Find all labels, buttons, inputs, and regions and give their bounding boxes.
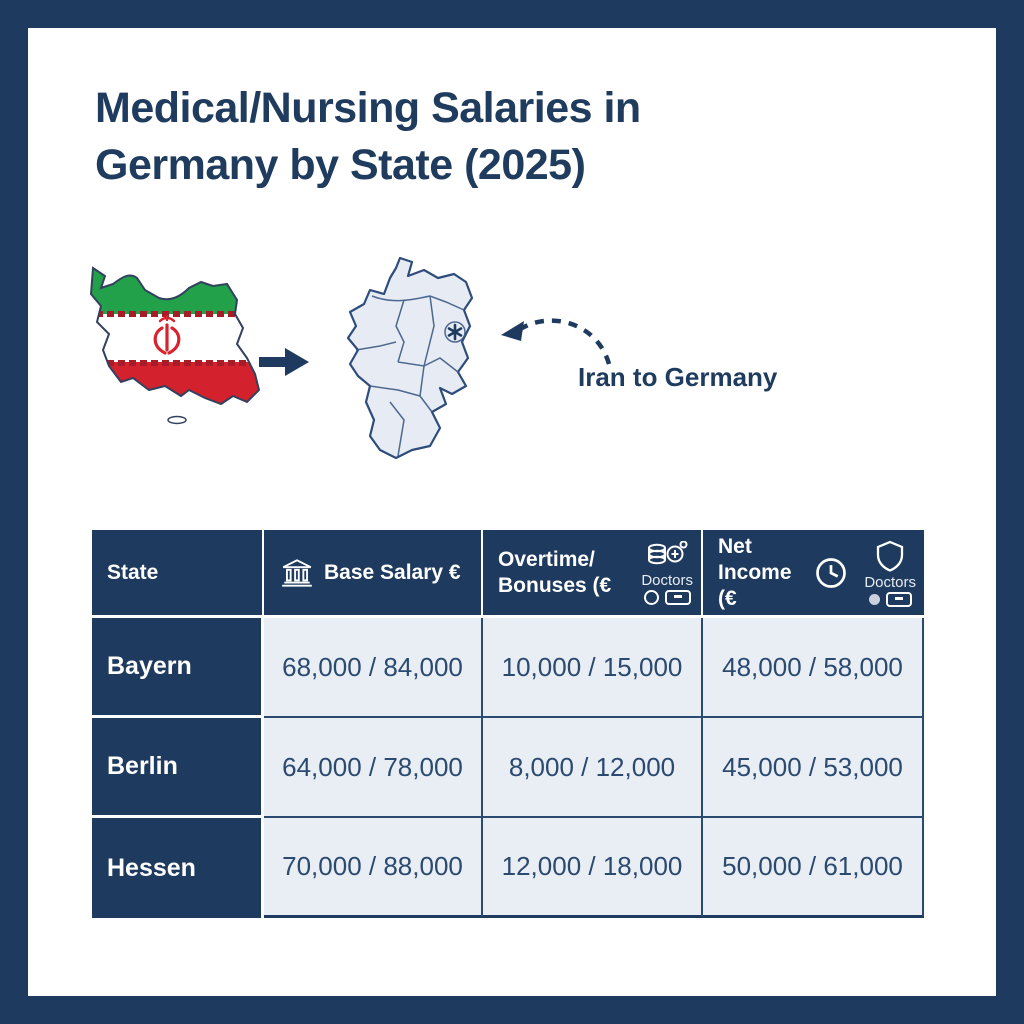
table-cell-base-salary: 70,000 / 88,000 xyxy=(264,818,483,918)
column-header-base-salary-label: Base Salary € xyxy=(324,560,461,584)
table-cell-base-salary: 68,000 / 84,000 xyxy=(264,618,483,718)
iran-emblem-icon xyxy=(153,314,181,355)
table-cell-overtime-bonuses: 12,000 / 18,000 xyxy=(483,818,703,918)
iran-flag-map xyxy=(89,266,261,425)
doctor-legend-shapes xyxy=(868,591,912,607)
table-row-state: Berlin xyxy=(92,718,264,818)
column-header-state-label: State xyxy=(107,560,159,584)
table-cell-net-income: 50,000 / 61,000 xyxy=(703,818,924,918)
route-label: Iran to Germany xyxy=(578,362,778,392)
column-header-net-income: Net Income (€ Doctors xyxy=(703,530,924,618)
dashed-arrow-icon xyxy=(501,318,612,365)
pill-icon xyxy=(885,591,912,607)
table-cell-net-income: 48,000 / 58,000 xyxy=(703,618,924,718)
page-title-line2: Germany by State (2025) xyxy=(95,141,586,189)
arrow-right-icon xyxy=(259,348,309,376)
filled-dot-icon xyxy=(868,593,880,605)
table-cell-net-income: 45,000 / 53,000 xyxy=(703,718,924,818)
content-panel: Medical/Nursing Salaries in Germany by S… xyxy=(28,28,996,996)
doctor-legend-shapes xyxy=(643,589,691,605)
column-header-base-salary: Base Salary € xyxy=(264,530,483,618)
page-title: Medical/Nursing Salaries in Germany by S… xyxy=(95,80,815,194)
table-row-state: Bayern xyxy=(92,618,264,718)
doctors-subtext: Doctors xyxy=(864,573,916,591)
column-header-overtime-label: Overtime/ Bonuses (€ xyxy=(498,547,612,597)
table-cell-overtime-bonuses: 8,000 / 12,000 xyxy=(483,718,703,818)
column-header-net-income-label: Net Income (€ xyxy=(718,534,792,610)
table-cell-base-salary: 64,000 / 78,000 xyxy=(264,718,483,818)
berlin-marker-icon xyxy=(447,323,463,341)
germany-states-map xyxy=(346,256,474,460)
clock-icon xyxy=(816,557,847,588)
pill-icon xyxy=(664,589,691,605)
salary-table: State Base Salary € Ove xyxy=(92,530,924,918)
column-header-state: State xyxy=(92,530,264,618)
doctors-subtext: Doctors xyxy=(641,571,693,589)
shield-icon xyxy=(877,540,904,572)
column-header-overtime-bonuses: Overtime/ Bonuses (€ Doctors xyxy=(483,530,703,618)
bank-icon xyxy=(282,558,312,587)
table-cell-overtime-bonuses: 10,000 / 15,000 xyxy=(483,618,703,718)
table-row-state: Hessen xyxy=(92,818,264,918)
hollow-dot-icon xyxy=(643,589,659,605)
page-title-line1: Medical/Nursing Salaries in xyxy=(95,84,641,132)
coins-icon xyxy=(648,540,688,564)
